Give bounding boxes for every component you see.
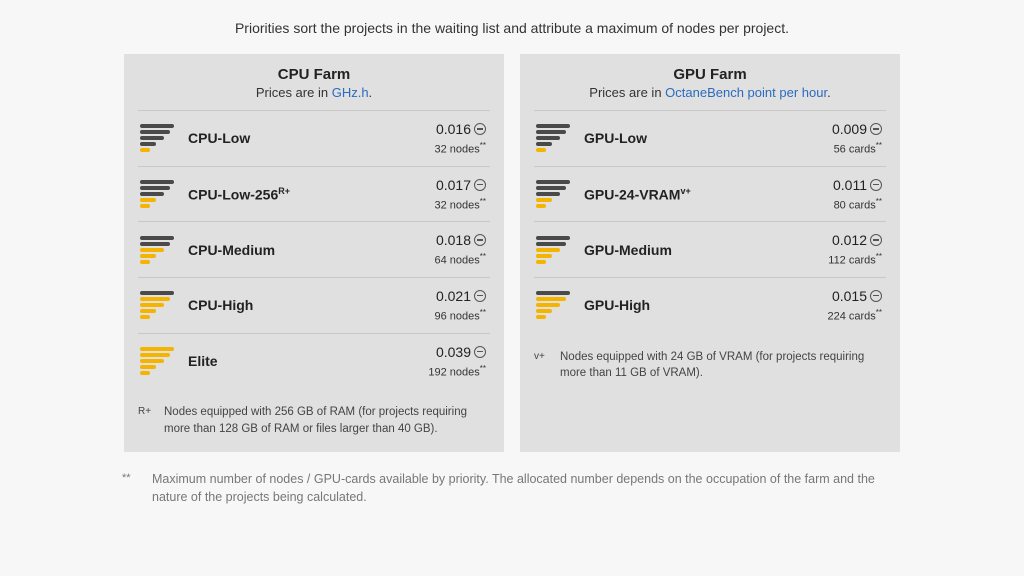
tier-price: 0.011	[833, 177, 882, 193]
priority-bars-icon	[140, 347, 178, 375]
coin-icon	[870, 123, 882, 135]
tier-right: 0.017 32 nodes**	[396, 177, 486, 212]
coin-icon	[870, 290, 882, 302]
tier-price: 0.015	[832, 288, 882, 304]
bottom-footnote: ** Maximum number of nodes / GPU-cards a…	[112, 470, 912, 508]
tier-price: 0.016	[436, 121, 486, 137]
tier-nodes: 192 nodes**	[396, 364, 486, 379]
cpu-footnote-mark: R+	[138, 404, 156, 437]
coin-icon	[474, 179, 486, 191]
cards-row: CPU Farm Prices are in GHz.h. CPU-Low0.0…	[112, 54, 912, 452]
tier-name: CPU-Low	[178, 130, 396, 146]
cpu-sub-suffix: .	[369, 85, 373, 100]
tier-nodes: 32 nodes**	[396, 141, 486, 156]
gpu-sub-prefix: Prices are in	[589, 85, 665, 100]
bottom-footnote-mark: **	[122, 470, 142, 508]
tier-row: CPU-Low-256R+ 0.017 32 nodes**	[138, 166, 490, 222]
tier-row: CPU-Medium 0.018 64 nodes**	[138, 221, 490, 277]
tier-nodes: 64 nodes**	[396, 252, 486, 267]
tier-price: 0.012	[832, 232, 882, 248]
tier-price: 0.021	[436, 288, 486, 304]
tier-right: 0.018 64 nodes**	[396, 232, 486, 267]
tier-right: 0.012 112 cards**	[792, 232, 882, 267]
priority-bars-icon	[140, 180, 178, 208]
coin-icon	[870, 234, 882, 246]
tier-name: Elite	[178, 353, 396, 369]
tier-name: GPU-24-VRAMv+	[574, 186, 792, 203]
tier-name: GPU-Low	[574, 130, 792, 146]
tier-nodes: 96 nodes**	[396, 308, 486, 323]
gpu-farm-card: GPU Farm Prices are in OctaneBench point…	[520, 54, 900, 452]
priority-bars-icon	[536, 180, 574, 208]
coin-icon	[870, 179, 882, 191]
cpu-sub-prefix: Prices are in	[256, 85, 332, 100]
priority-bars-icon	[536, 291, 574, 319]
tier-row: GPU-Low 0.009 56 cards**	[534, 110, 886, 166]
tier-row: GPU-Medium 0.012 112 cards**	[534, 221, 886, 277]
octanebench-link[interactable]: OctaneBench point per hour	[665, 85, 827, 100]
tier-price: 0.017	[436, 177, 486, 193]
gpu-card-subtitle: Prices are in OctaneBench point per hour…	[534, 85, 886, 100]
gpu-footnote-text: Nodes equipped with 24 GB of VRAM (for p…	[560, 349, 886, 382]
coin-icon	[474, 290, 486, 302]
tier-name: CPU-High	[178, 297, 396, 313]
coin-icon	[474, 346, 486, 358]
tier-price: 0.009	[832, 121, 882, 137]
tier-name: GPU-High	[574, 297, 792, 313]
tier-nodes: 56 cards**	[792, 141, 882, 156]
priority-bars-icon	[140, 124, 178, 152]
coin-icon	[474, 234, 486, 246]
gpu-footnote-mark: v+	[534, 349, 552, 382]
tier-right: 0.015 224 cards**	[792, 288, 882, 323]
cpu-footnote-text: Nodes equipped with 256 GB of RAM (for p…	[164, 404, 490, 437]
tier-nodes: 80 cards**	[792, 197, 882, 212]
priority-bars-icon	[140, 236, 178, 264]
coin-icon	[474, 123, 486, 135]
cpu-card-subtitle: Prices are in GHz.h.	[138, 85, 490, 100]
tier-row: CPU-Low 0.016 32 nodes**	[138, 110, 490, 166]
priority-bars-icon	[536, 236, 574, 264]
gpu-card-title: GPU Farm	[534, 66, 886, 83]
ghz-link[interactable]: GHz.h	[332, 85, 369, 100]
tier-right: 0.016 32 nodes**	[396, 121, 486, 156]
tier-price: 0.018	[436, 232, 486, 248]
cpu-farm-card: CPU Farm Prices are in GHz.h. CPU-Low0.0…	[124, 54, 504, 452]
tier-nodes: 224 cards**	[792, 308, 882, 323]
cpu-card-title: CPU Farm	[138, 66, 490, 83]
tier-right: 0.011 80 cards**	[792, 177, 882, 212]
gpu-sub-suffix: .	[827, 85, 831, 100]
priority-bars-icon	[536, 124, 574, 152]
tier-right: 0.039 192 nodes**	[396, 344, 486, 379]
tier-name: CPU-Low-256R+	[178, 186, 396, 203]
tier-row: GPU-High 0.015 224 cards**	[534, 277, 886, 333]
tier-nodes: 32 nodes**	[396, 197, 486, 212]
tier-right: 0.009 56 cards**	[792, 121, 882, 156]
tier-nodes: 112 cards**	[792, 252, 882, 267]
tier-row: CPU-High 0.021 96 nodes**	[138, 277, 490, 333]
tier-name: CPU-Medium	[178, 242, 396, 258]
cpu-footnote: R+ Nodes equipped with 256 GB of RAM (fo…	[138, 404, 490, 437]
tier-row: Elite 0.039 192 nodes**	[138, 333, 490, 389]
gpu-footnote: v+ Nodes equipped with 24 GB of VRAM (fo…	[534, 349, 886, 382]
bottom-footnote-text: Maximum number of nodes / GPU-cards avai…	[152, 470, 902, 508]
priority-bars-icon	[140, 291, 178, 319]
tier-name: GPU-Medium	[574, 242, 792, 258]
tier-right: 0.021 96 nodes**	[396, 288, 486, 323]
tier-price: 0.039	[436, 344, 486, 360]
intro-text: Priorities sort the projects in the wait…	[112, 20, 912, 36]
tier-row: GPU-24-VRAMv+ 0.011 80 cards**	[534, 166, 886, 222]
